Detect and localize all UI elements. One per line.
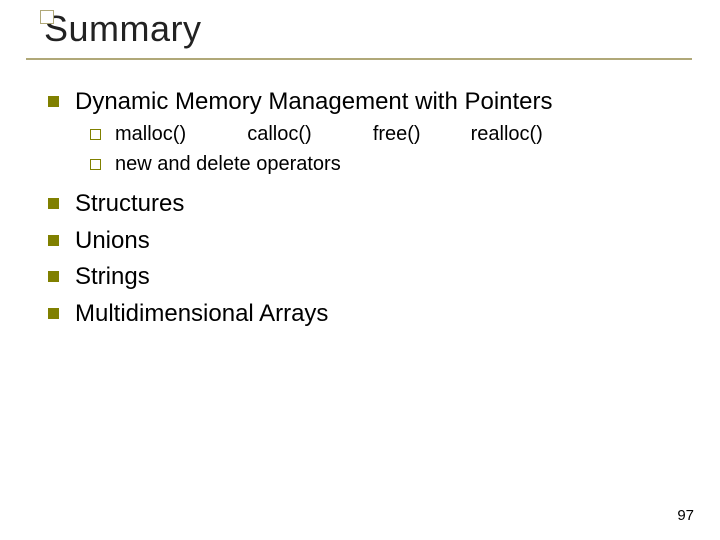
square-bullet-icon <box>48 198 59 209</box>
list-item: Dynamic Memory Management with Pointers <box>48 86 688 118</box>
sub-list-item: malloc() calloc() free() realloc() <box>90 121 688 148</box>
list-item-label: Dynamic Memory Management with Pointers <box>75 86 688 118</box>
list-item: Multidimensional Arrays <box>48 298 688 330</box>
sublist: malloc() calloc() free() realloc() new a… <box>90 121 688 178</box>
square-bullet-icon <box>48 235 59 246</box>
list-item-label: Strings <box>75 261 688 293</box>
square-bullet-icon <box>48 271 59 282</box>
square-bullet-icon <box>48 308 59 319</box>
hollow-square-bullet-icon <box>90 129 101 140</box>
list-item: Strings <box>48 261 688 293</box>
hollow-square-bullet-icon <box>90 159 101 170</box>
list-item-label: Unions <box>75 225 688 257</box>
slide: Summary Dynamic Memory Management with P… <box>0 0 720 540</box>
page-number: 97 <box>677 507 694 524</box>
title-block: Summary <box>40 8 202 50</box>
list-item: Structures <box>48 188 688 220</box>
sub-list-item-label: malloc() calloc() free() realloc() <box>115 121 688 148</box>
list-item-label: Multidimensional Arrays <box>75 298 688 330</box>
content-body: Dynamic Memory Management with Pointers … <box>48 82 688 332</box>
sub-list-item: new and delete operators <box>90 151 688 178</box>
list-item-label: Structures <box>75 188 688 220</box>
square-bullet-icon <box>48 96 59 107</box>
list-item: Unions <box>48 225 688 257</box>
title-underline <box>26 58 692 60</box>
title-accent-square <box>40 10 54 24</box>
slide-title: Summary <box>44 8 202 50</box>
sub-list-item-label: new and delete operators <box>115 151 688 178</box>
